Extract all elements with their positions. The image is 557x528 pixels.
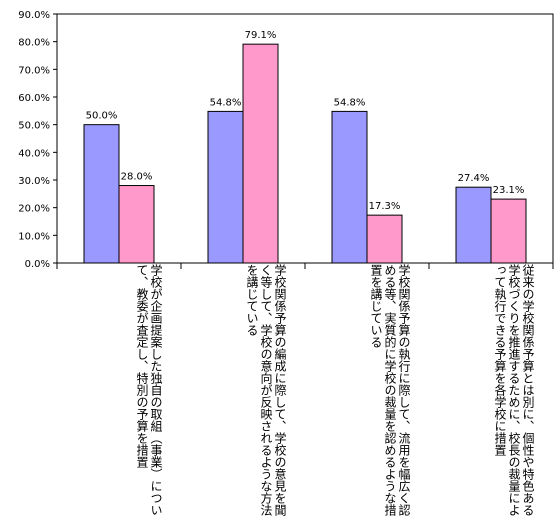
category-label: 学校が企画提案した独自の取組（事業）について、教委が査定し、特別の予算を措置 [135,264,163,516]
bars [83,43,527,264]
category-label: 学校関係予算の編成に際して、学校の意見を聞く等して、学校の意向が反映されるような… [245,264,287,516]
data-label: 23.1% [493,185,525,196]
data-label: 54.8% [210,97,242,108]
bar [207,110,244,264]
bar [490,198,527,264]
bar [366,214,403,264]
y-axis: 0.0% 10.0% 20.0% 30.0% 40.0% 50.0% 60.0% 70.0% 8… [18,10,554,270]
data-label: 27.4% [458,173,490,184]
data-label: 17.3% [369,201,401,212]
bar [83,124,120,264]
y-tick-label: 40.0% [18,148,50,159]
category-label: 学校関係予算の執行に際して、流用を幅広く認める等、実質的に学校の裁量を認めるよう… [369,264,411,516]
y-tick-label: 50.0% [18,121,50,132]
data-label: 28.0% [121,172,153,183]
bar [455,186,492,264]
category-label: 従来の学校関係予算とは別に、個性や特色ある学校づくりを推進するために、校長の裁量… [493,264,535,516]
y-tick-label: 10.0% [18,231,50,242]
y-tick-label: 60.0% [18,93,50,104]
y-tick-label: 0.0% [25,259,50,270]
data-label: 50.0% [86,111,118,122]
data-labels: 50.0% 54.8% 54.8% 27.4% 28.0% 79.1% 17.3% 23.1% [86,30,525,212]
data-label: 79.1% [245,30,277,41]
bar [331,110,368,264]
data-label: 54.8% [334,97,366,108]
y-tick-label: 90.0% [18,10,50,21]
y-tick-label: 30.0% [18,176,50,187]
bar [242,43,279,264]
y-tick-label: 70.0% [18,65,50,76]
bar [118,185,155,264]
y-tick-label: 20.0% [18,204,50,215]
y-tick-label: 80.0% [18,38,50,49]
